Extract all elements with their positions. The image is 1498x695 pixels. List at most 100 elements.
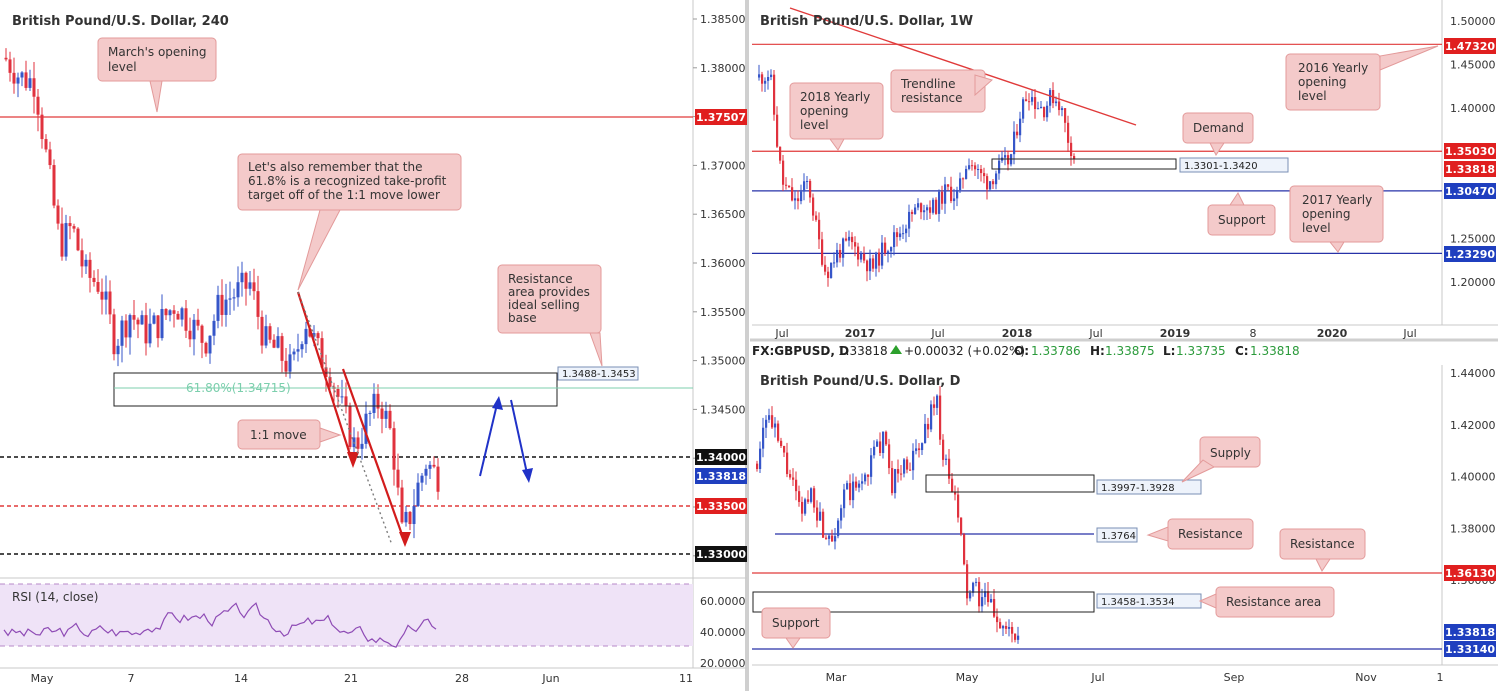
daily-candle [843,489,846,509]
daily-candle [792,477,795,480]
daily-candle [810,488,813,502]
weekly-candle [848,236,851,241]
weekly-candle [860,253,863,260]
h4-candle [276,336,280,348]
daily-candle [777,423,780,441]
h4-candle [132,315,136,320]
weekly-x-tick: Jul [774,327,788,340]
weekly-candle [824,264,827,272]
weekly-candle [932,199,935,213]
weekly-candle [1013,131,1016,155]
h4-candle [316,333,320,339]
resistance-label-box [1096,527,1138,543]
h4-candle [280,336,284,361]
weekly-y-tick: 1.25000 [1450,233,1496,246]
weekly-candle [872,258,875,269]
price-label-box [695,498,747,514]
daily-candle [900,473,903,475]
h4-candle [72,226,76,229]
h4-candle [416,482,420,507]
daily-candle [849,483,852,501]
price-label: 1.47320 [1445,40,1495,53]
trendline [789,7,1137,126]
h4-candle [272,339,276,348]
weekly-candle [785,184,788,186]
weekly-candle [1004,155,1007,158]
weekly-candle [1067,122,1070,143]
h4-x-tick: Jun [541,672,559,685]
h4-candle [128,315,132,338]
svg-text:H:: H: [1090,344,1105,358]
daily-candle [768,415,771,420]
weekly-y-tick: 1.45000 [1450,59,1496,72]
daily-candle [912,450,915,471]
price-label-box [1444,161,1496,177]
h4-candle [240,272,244,283]
h4-candle [396,469,400,488]
h4-candle [424,468,428,476]
price-label-box [1444,246,1496,262]
h4-candle [24,72,28,88]
h4-candle [372,393,376,413]
weekly-candle [1034,97,1037,110]
price-label-box [695,109,747,125]
projection-up-arrow [479,399,499,477]
weekly-candle [1040,106,1043,109]
weekly-x-tick: 2017 [845,327,876,340]
weekly-candle [947,184,950,187]
daily-candle [789,474,792,478]
daily-candle [1017,635,1020,640]
weekly-candle [869,258,872,272]
price-label: 1.33500 [696,500,746,513]
daily-candle [960,517,963,535]
weekly-candle [854,242,857,247]
svg-text:1.33875: 1.33875 [1105,344,1155,358]
h4-candle [16,77,20,84]
daily-candle [975,581,978,583]
weekly-candle [1070,142,1073,157]
weekly-candle [941,191,944,204]
h4-candle [140,315,144,325]
weekly-candle [926,207,929,211]
daily-x-tick: Sep [1224,671,1245,684]
daily-candle [1011,626,1014,634]
h4-candle [160,308,164,339]
daily-candle [927,423,930,430]
svg-text:Resistance area: Resistance area [1226,595,1321,609]
weekly-y-tick: 1.20000 [1450,276,1496,289]
daily-candle [978,581,981,607]
h4-candle [168,310,172,316]
h4-candle [296,349,300,352]
h4-x-tick: May [31,672,54,685]
svg-text:1.33786: 1.33786 [1031,344,1081,358]
callout-resistance: Resistance [1146,518,1254,550]
h4-candle [112,314,116,355]
weekly-candle [875,252,878,269]
svg-text:1.33818: 1.33818 [838,344,888,358]
weekly-candle [878,252,881,266]
price-label-box [1444,565,1496,581]
h4-candle [388,410,392,429]
daily-candle [996,616,999,623]
weekly-candle [884,242,887,253]
price-label-box [695,546,747,562]
svg-text:1.33818: 1.33818 [1250,344,1300,358]
h4-candle [28,78,32,88]
callout-2017-yearly: 2017 Yearly opening level [1289,185,1384,253]
h4-candle [120,320,124,346]
h4-candle [292,351,296,355]
weekly-candle [827,271,830,278]
h4-candle [260,316,264,346]
daily-candle [999,622,1002,629]
daily-candle [939,395,942,440]
daily-candle [924,423,927,444]
price-label-box [1444,183,1496,199]
daily-candle [1014,633,1017,640]
demand-zone-label: 1.3301-1.3420 [1184,161,1258,172]
h4-x-tick: 7 [128,672,135,685]
daily-candle [936,395,939,408]
daily-x-tick: 1 [1437,671,1444,684]
weekly-candle [1046,105,1049,118]
h4-candle [96,281,100,292]
